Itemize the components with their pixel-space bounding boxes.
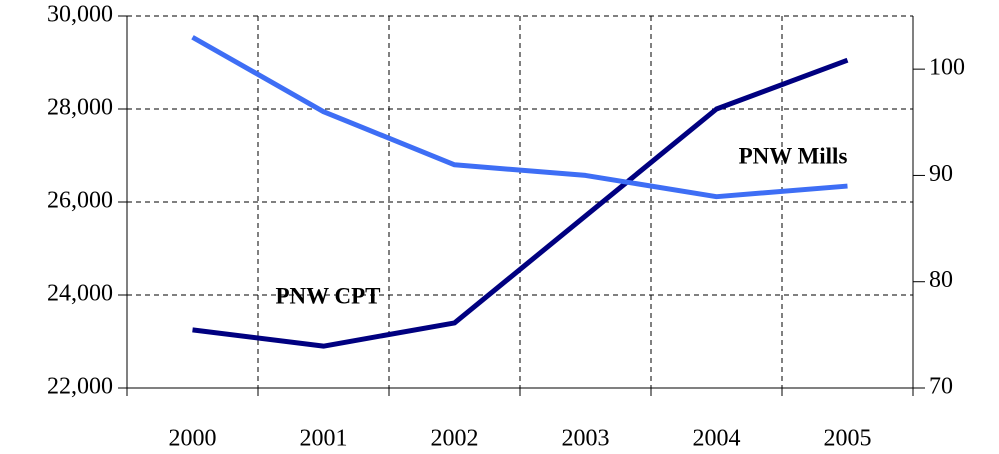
y-tick-label: 22,000 — [47, 374, 113, 400]
y2-tick-label: 100 — [929, 55, 965, 81]
y-tick-label: 24,000 — [47, 281, 113, 307]
x-tick-label: 2003 — [562, 426, 610, 452]
y2-tick-label: 80 — [929, 267, 953, 293]
x-tick-label: 2002 — [431, 426, 479, 452]
y2-tick-label: 70 — [929, 374, 953, 400]
series-label: PNW Mills — [739, 143, 848, 168]
x-tick-label: 2001 — [300, 426, 348, 452]
y2-tick-label: 90 — [929, 161, 953, 187]
series-label: PNW CPT — [276, 283, 381, 308]
x-tick-label: 2005 — [824, 426, 872, 452]
y-tick-label: 28,000 — [47, 95, 113, 121]
series-line — [192, 57, 849, 349]
x-tick-label: 2004 — [693, 426, 741, 452]
y-tick-label: 30,000 — [47, 2, 113, 28]
y-tick-label: 26,000 — [47, 188, 113, 214]
x-tick-label: 2000 — [169, 426, 217, 452]
series-line — [191, 35, 848, 200]
